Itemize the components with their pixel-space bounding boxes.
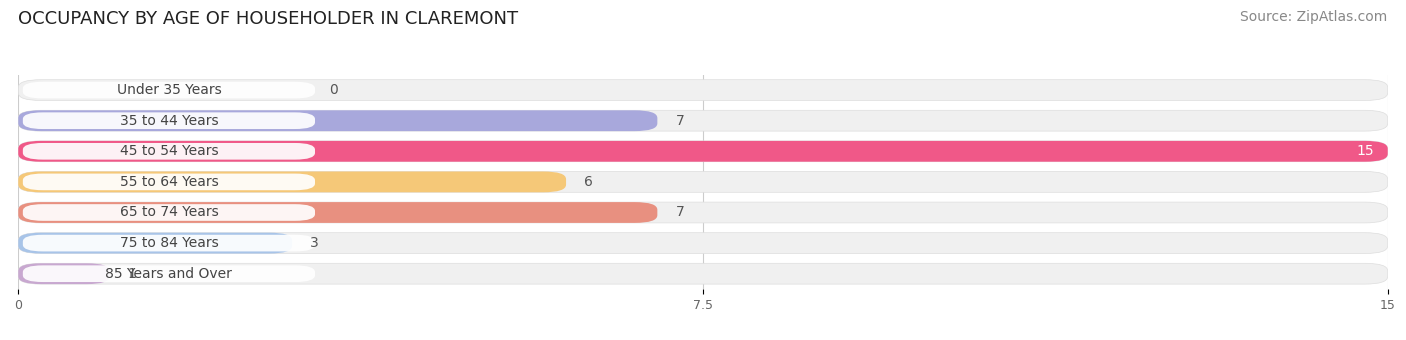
Text: 45 to 54 Years: 45 to 54 Years	[120, 144, 218, 158]
FancyBboxPatch shape	[18, 202, 1388, 223]
Text: 7: 7	[676, 205, 685, 220]
Text: 75 to 84 Years: 75 to 84 Years	[120, 236, 218, 250]
FancyBboxPatch shape	[18, 141, 1388, 162]
FancyBboxPatch shape	[22, 82, 315, 98]
Text: Source: ZipAtlas.com: Source: ZipAtlas.com	[1240, 10, 1388, 24]
FancyBboxPatch shape	[22, 174, 315, 190]
Text: OCCUPANCY BY AGE OF HOUSEHOLDER IN CLAREMONT: OCCUPANCY BY AGE OF HOUSEHOLDER IN CLARE…	[18, 10, 519, 28]
Text: 7: 7	[676, 114, 685, 128]
FancyBboxPatch shape	[18, 80, 1388, 101]
FancyBboxPatch shape	[18, 233, 1388, 254]
Text: 55 to 64 Years: 55 to 64 Years	[120, 175, 218, 189]
FancyBboxPatch shape	[18, 110, 1388, 131]
FancyBboxPatch shape	[18, 141, 1388, 162]
Text: 65 to 74 Years: 65 to 74 Years	[120, 205, 218, 220]
FancyBboxPatch shape	[18, 263, 110, 284]
FancyBboxPatch shape	[18, 110, 658, 131]
FancyBboxPatch shape	[22, 143, 315, 159]
Text: 0: 0	[329, 83, 337, 97]
FancyBboxPatch shape	[18, 263, 1388, 284]
Text: Under 35 Years: Under 35 Years	[117, 83, 221, 97]
FancyBboxPatch shape	[22, 266, 315, 282]
Text: 3: 3	[311, 236, 319, 250]
FancyBboxPatch shape	[18, 171, 1388, 192]
FancyBboxPatch shape	[22, 235, 315, 251]
Text: 6: 6	[585, 175, 593, 189]
Text: 1: 1	[128, 267, 136, 281]
FancyBboxPatch shape	[18, 233, 292, 254]
FancyBboxPatch shape	[22, 204, 315, 221]
FancyBboxPatch shape	[18, 202, 658, 223]
FancyBboxPatch shape	[18, 171, 567, 192]
Text: 35 to 44 Years: 35 to 44 Years	[120, 114, 218, 128]
Text: 15: 15	[1357, 144, 1374, 158]
Text: 85 Years and Over: 85 Years and Over	[105, 267, 232, 281]
FancyBboxPatch shape	[22, 113, 315, 129]
